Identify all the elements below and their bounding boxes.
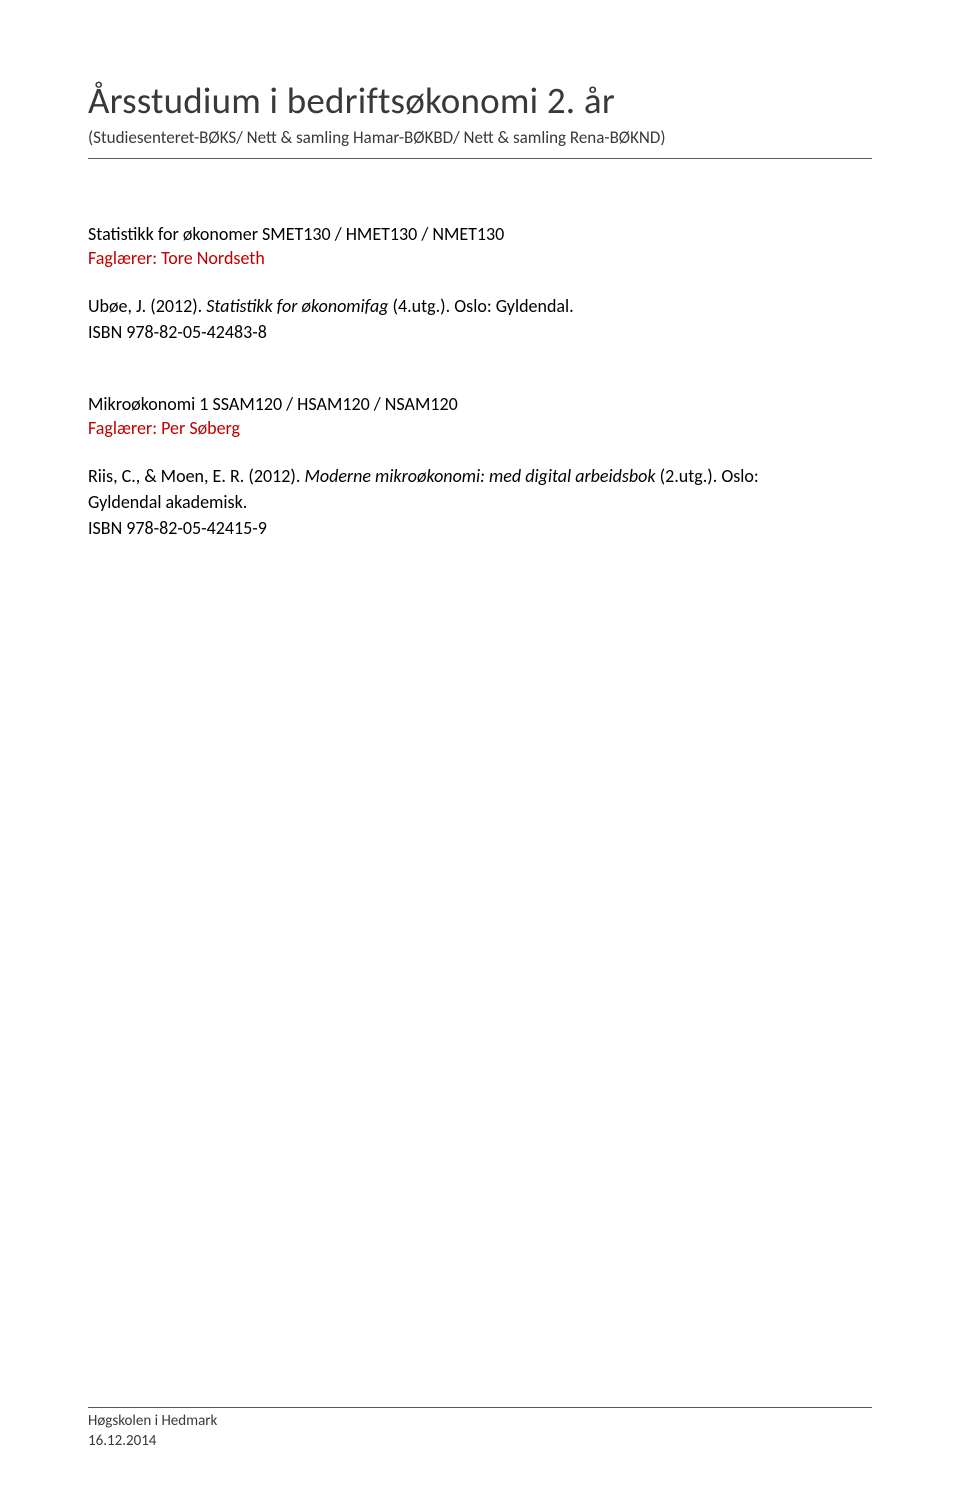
- footer-org: Høgskolen i Hedmark: [88, 1412, 872, 1432]
- footer-date: 16.12.2014: [88, 1432, 872, 1452]
- course-section: Statistikk for økonomer SMET130 / HMET13…: [88, 223, 872, 345]
- title-divider: [88, 158, 872, 159]
- reference-isbn: ISBN 978-82-05-42415-9: [88, 515, 872, 541]
- course-teacher: Faglærer: Tore Nordseth: [88, 247, 872, 269]
- reference-line: Riis, C., & Moen, E. R. (2012). Moderne …: [88, 463, 872, 489]
- page-subtitle: (Studiesenteret-BØKS/ Nett & samling Ham…: [88, 127, 872, 148]
- reference-italic: Statistikk for økonomifag: [206, 295, 388, 317]
- reference-prefix: Riis, C., & Moen, E. R. (2012).: [88, 465, 304, 487]
- course-title: Statistikk for økonomer SMET130 / HMET13…: [88, 223, 872, 245]
- reference-suffix: (2.utg.). Oslo:: [656, 465, 759, 487]
- reference-line: Ubøe, J. (2012). Statistikk for økonomif…: [88, 293, 872, 319]
- footer-divider: [88, 1407, 872, 1408]
- reference-suffix: (4.utg.). Oslo: Gyldendal.: [388, 295, 573, 317]
- page-footer: Høgskolen i Hedmark 16.12.2014: [88, 1407, 872, 1451]
- reference-prefix: Ubøe, J. (2012).: [88, 295, 206, 317]
- page-header: Årsstudium i bedriftsøkonomi 2. år (Stud…: [88, 78, 872, 159]
- course-section: Mikroøkonomi 1 SSAM120 / HSAM120 / NSAM1…: [88, 393, 872, 541]
- page-title: Årsstudium i bedriftsøkonomi 2. år: [88, 78, 872, 123]
- course-title: Mikroøkonomi 1 SSAM120 / HSAM120 / NSAM1…: [88, 393, 872, 415]
- course-teacher: Faglærer: Per Søberg: [88, 417, 872, 439]
- reference-tail: Gyldendal akademisk.: [88, 489, 872, 515]
- reference-italic: Moderne mikroøkonomi: med digital arbeid…: [304, 465, 655, 487]
- reference-isbn: ISBN 978-82-05-42483-8: [88, 319, 872, 345]
- content: Statistikk for økonomer SMET130 / HMET13…: [88, 223, 872, 541]
